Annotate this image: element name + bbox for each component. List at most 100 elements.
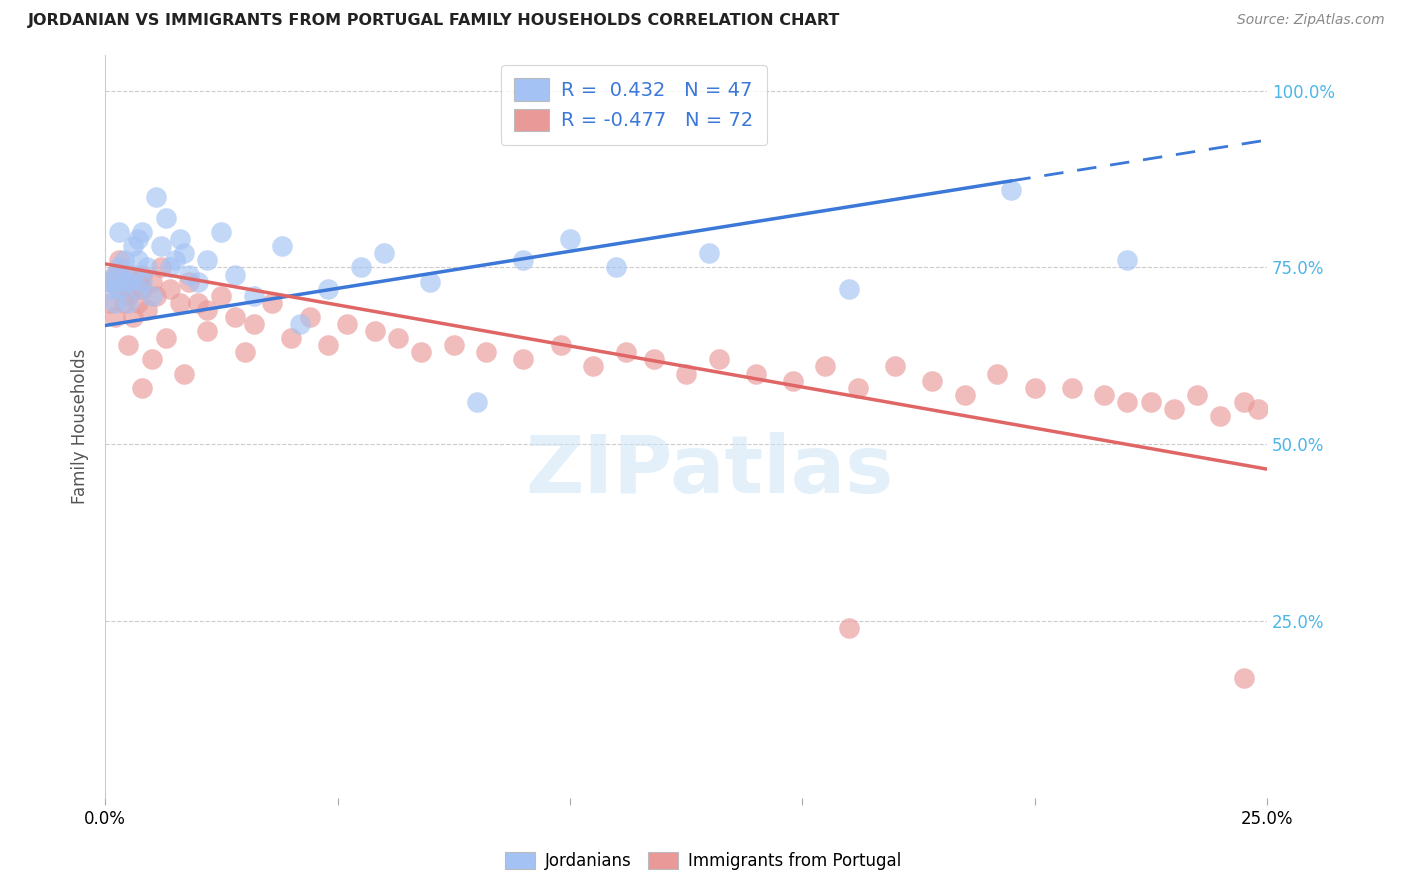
Point <box>290 317 312 331</box>
Point <box>155 331 177 345</box>
Point <box>675 367 697 381</box>
Point <box>512 352 534 367</box>
Point <box>1060 381 1083 395</box>
Point <box>141 275 163 289</box>
Point <box>209 289 232 303</box>
Point <box>373 246 395 260</box>
Point <box>117 275 139 289</box>
Point <box>103 268 125 282</box>
Point <box>745 367 768 381</box>
Point <box>98 275 121 289</box>
Point <box>169 232 191 246</box>
Point <box>136 260 159 275</box>
Point <box>169 295 191 310</box>
Point <box>233 345 256 359</box>
Text: JORDANIAN VS IMMIGRANTS FROM PORTUGAL FAMILY HOUSEHOLDS CORRELATION CHART: JORDANIAN VS IMMIGRANTS FROM PORTUGAL FA… <box>28 13 841 29</box>
Point <box>1092 388 1115 402</box>
Point <box>224 268 246 282</box>
Point <box>1185 388 1208 402</box>
Point <box>364 324 387 338</box>
Point <box>419 275 441 289</box>
Point <box>108 225 131 239</box>
Point <box>280 331 302 345</box>
Point <box>117 338 139 352</box>
Point <box>1024 381 1046 395</box>
Point <box>243 289 266 303</box>
Point <box>108 260 131 275</box>
Point <box>131 275 153 289</box>
Point <box>838 282 860 296</box>
Point <box>127 295 149 310</box>
Point <box>173 246 195 260</box>
Point <box>270 239 292 253</box>
Legend: Jordanians, Immigrants from Portugal: Jordanians, Immigrants from Portugal <box>498 845 908 877</box>
Point <box>605 260 627 275</box>
Y-axis label: Family Households: Family Households <box>72 349 89 504</box>
Point <box>838 621 860 635</box>
Point <box>1116 253 1139 268</box>
Point <box>697 246 720 260</box>
Point <box>108 282 131 296</box>
Point <box>103 295 125 310</box>
Point <box>98 282 121 296</box>
Point <box>209 225 232 239</box>
Point <box>127 282 149 296</box>
Point <box>122 268 145 282</box>
Point <box>411 345 433 359</box>
Point <box>127 253 149 268</box>
Point <box>262 295 284 310</box>
Point <box>243 317 266 331</box>
Point <box>131 282 153 296</box>
Point <box>108 282 131 296</box>
Point <box>127 232 149 246</box>
Point <box>149 239 172 253</box>
Text: ZIPatlas: ZIPatlas <box>526 433 893 510</box>
Point <box>112 275 135 289</box>
Point <box>197 253 219 268</box>
Point <box>197 302 219 317</box>
Point <box>953 388 976 402</box>
Point <box>103 310 125 324</box>
Point <box>558 232 581 246</box>
Point <box>550 338 572 352</box>
Point <box>159 260 181 275</box>
Text: Source: ZipAtlas.com: Source: ZipAtlas.com <box>1237 13 1385 28</box>
Point <box>108 253 131 268</box>
Point <box>643 352 665 367</box>
Point <box>155 211 177 225</box>
Point <box>177 275 200 289</box>
Point <box>475 345 498 359</box>
Point <box>145 289 167 303</box>
Point <box>443 338 465 352</box>
Point <box>846 381 869 395</box>
Point <box>707 352 730 367</box>
Point <box>614 345 637 359</box>
Point <box>149 260 172 275</box>
Point <box>141 289 163 303</box>
Point <box>145 189 167 203</box>
Point <box>512 253 534 268</box>
Point <box>921 374 943 388</box>
Point <box>1233 395 1256 409</box>
Point <box>131 381 153 395</box>
Point <box>986 367 1008 381</box>
Point <box>187 275 209 289</box>
Point <box>782 374 804 388</box>
Point <box>98 295 121 310</box>
Point <box>103 268 125 282</box>
Point <box>127 275 149 289</box>
Point <box>131 225 153 239</box>
Point <box>177 268 200 282</box>
Point <box>298 310 321 324</box>
Point <box>163 253 186 268</box>
Point <box>131 268 153 282</box>
Point <box>814 359 837 374</box>
Point <box>1139 395 1161 409</box>
Point <box>112 275 135 289</box>
Point <box>117 289 139 303</box>
Point <box>112 253 135 268</box>
Point <box>316 338 339 352</box>
Legend: R =  0.432   N = 47, R = -0.477   N = 72: R = 0.432 N = 47, R = -0.477 N = 72 <box>501 65 766 145</box>
Point <box>122 282 145 296</box>
Point <box>141 352 163 367</box>
